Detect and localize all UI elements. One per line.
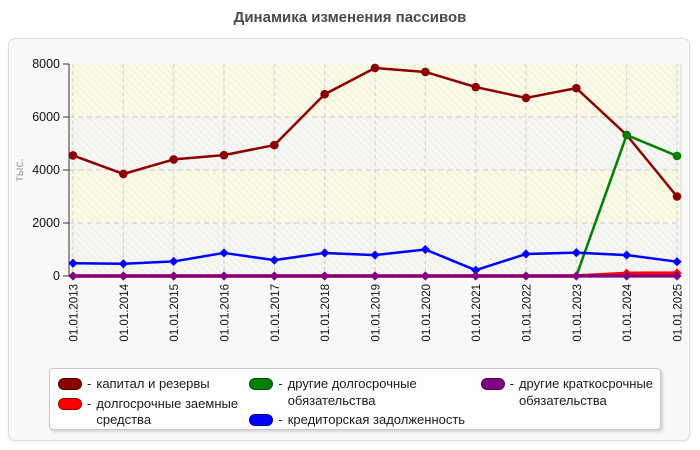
legend-separator: - (87, 395, 92, 411)
legend-item: - кредиторская задолженность (249, 412, 480, 429)
data-point (471, 82, 480, 92)
x-tick-label: 01.01.2016 (220, 284, 232, 342)
x-tick-label: 01.01.2025 (673, 284, 685, 342)
legend-column: - капитал и резервы - долгосрочные заемные … (58, 376, 249, 429)
chart-legend: - капитал и резервы - долгосрочные заемные … (49, 368, 661, 430)
x-tick-label: 01.01.2015 (169, 284, 181, 342)
data-point (420, 271, 430, 281)
y-tick-label: 4000 (32, 163, 60, 177)
data-point (370, 271, 380, 281)
data-point (421, 67, 430, 77)
legend-label: долгосрочные заемные средства (96, 395, 239, 428)
x-tick-label: 01.01.2019 (371, 284, 383, 342)
x-tick-label: 01.01.2018 (320, 284, 332, 342)
legend-item: - долгосрочные заемные средства (58, 396, 249, 429)
data-point (672, 257, 682, 267)
liabilities-line-chart: 0 2000 4000 6000 8000 01.01.2013 01.01.2014 01.… (12, 57, 685, 342)
data-point (572, 83, 581, 93)
legend-separator: - (278, 376, 283, 391)
data-point (420, 244, 430, 255)
data-point (672, 271, 682, 281)
x-tick-label: 01.01.2023 (572, 284, 584, 342)
data-point (571, 248, 581, 258)
data-point (169, 271, 179, 281)
legend-swatch (480, 378, 505, 390)
data-point (622, 130, 631, 140)
data-point (672, 151, 682, 161)
legend-separator: - (278, 412, 283, 428)
data-point (622, 271, 632, 281)
legend-label: капитал и резервы (96, 376, 210, 391)
data-point (169, 155, 178, 164)
legend-separator: - (87, 376, 92, 391)
x-tick-label: 01.01.2020 (421, 284, 433, 342)
data-point (672, 192, 682, 201)
x-tick-label: 01.01.2013 (69, 284, 81, 342)
legend-swatch (58, 397, 82, 410)
legend-label: кредиторская задолженность (287, 412, 466, 428)
chart-title: Динамика изменения пассивов (233, 9, 467, 26)
data-point (270, 140, 279, 150)
x-tick-label: 01.01.2022 (522, 284, 534, 342)
legend-item: - другие долгосрочные обязательства (249, 376, 480, 409)
data-point (622, 250, 632, 260)
data-point (320, 89, 329, 99)
y-tick-label: 8000 (32, 57, 60, 71)
data-point (571, 271, 581, 281)
data-point (471, 271, 481, 281)
data-point (68, 151, 78, 160)
data-point (169, 256, 179, 267)
x-tick-label: 01.01.2021 (471, 284, 483, 342)
legend-label: другие долгосрочные обязательства (287, 376, 417, 408)
data-point (370, 250, 380, 260)
data-point (219, 248, 229, 258)
data-point (269, 271, 279, 281)
data-point (118, 271, 128, 281)
data-point (118, 259, 128, 269)
data-point (521, 249, 531, 259)
data-point (320, 248, 330, 258)
x-tick-label: 01.01.2014 (119, 283, 131, 341)
y-tick-label: 6000 (32, 110, 60, 124)
legend-label: другие краткосрочные обязательства (518, 376, 654, 408)
data-point (521, 271, 531, 281)
chart-panel: 0 2000 4000 6000 8000 01.01.2013 01.01.2014 01.… (8, 38, 690, 441)
x-tick-label: 01.01.2017 (270, 284, 282, 342)
legend-swatch (249, 414, 274, 427)
legend-item: - другие краткосрочные обязательства (480, 376, 660, 409)
data-point (119, 169, 128, 179)
data-point (320, 271, 330, 281)
y-tick-label: 2000 (32, 216, 60, 230)
legend-column: - другие краткосрочные обязательства (480, 376, 660, 429)
data-point (521, 93, 531, 103)
legend-swatch (58, 378, 82, 390)
data-point (68, 271, 78, 281)
y-axis-title: тыс. (12, 158, 26, 181)
data-point (219, 271, 229, 281)
data-point (219, 150, 229, 160)
legend-item: - капитал и резервы (58, 376, 249, 393)
x-tick-label: 01.01.2024 (622, 283, 634, 341)
legend-swatch (249, 378, 274, 390)
legend-separator: - (509, 376, 514, 391)
data-point (370, 63, 380, 73)
y-tick-label: 0 (53, 269, 60, 283)
legend-column: - другие долгосрочные обязательства - креди… (249, 376, 480, 429)
